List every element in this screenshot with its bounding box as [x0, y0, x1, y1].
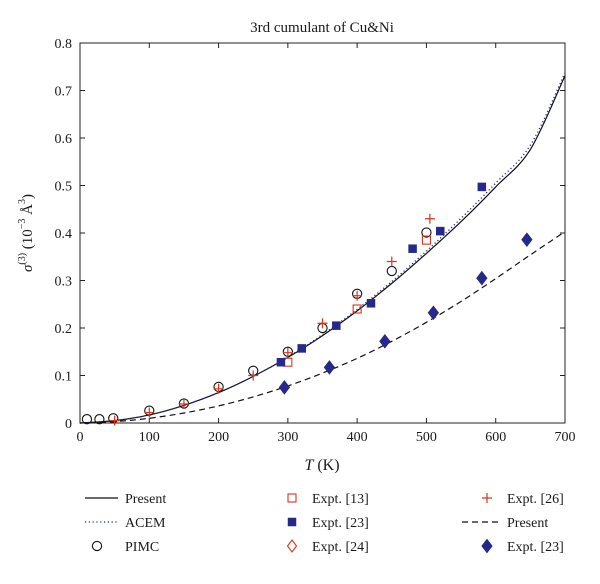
- legend-label: Present: [125, 492, 166, 507]
- legend-swatch-3: [287, 493, 297, 503]
- y-tick-label: 0.6: [55, 132, 73, 147]
- legend-label: Present: [507, 516, 548, 531]
- legend: Present Expt. [13] Expt. [26] ACEM Expt. [23…: [85, 492, 564, 555]
- y-tick-label: 0: [65, 417, 72, 432]
- y-axis-label: σ(3) (10−3 Å3): [17, 194, 36, 272]
- x-tick-label: 300: [277, 430, 298, 445]
- data-point: [352, 290, 363, 301]
- data-point: [421, 227, 432, 238]
- chart-title: 3rd cumulant of Cu&Ni: [250, 20, 394, 36]
- legend-swatch-5: [286, 539, 298, 553]
- data-point: [477, 182, 487, 192]
- x-tick-label: 100: [139, 430, 160, 445]
- legend-swatch-4: [287, 517, 297, 527]
- data-point: [386, 265, 397, 277]
- x-tick-label: 500: [416, 430, 437, 445]
- legend-label: Expt. [23]: [507, 540, 564, 555]
- data-point: [421, 235, 431, 245]
- data-point: [282, 347, 293, 358]
- x-tick-label: 600: [485, 430, 506, 445]
- data-point: [94, 414, 105, 425]
- y-tick-label: 0.2: [55, 322, 73, 337]
- data-point: [213, 383, 224, 394]
- data-point: [366, 299, 376, 308]
- data-point: [323, 360, 336, 375]
- legend-label: Expt. [26]: [507, 492, 564, 507]
- data-point: [278, 380, 291, 395]
- series-line-1: [79, 72, 566, 424]
- data-point: [379, 333, 391, 349]
- legend-label: Expt. [13]: [312, 492, 369, 507]
- data-point: [109, 415, 120, 426]
- series-line-0: [79, 75, 566, 424]
- y-tick-label: 0.8: [55, 37, 73, 52]
- x-tick-label: 400: [347, 430, 368, 445]
- x-axis-label: T (K): [304, 457, 339, 474]
- data-point: [81, 414, 93, 425]
- legend-swatch-2: [91, 540, 103, 552]
- data-point: [297, 344, 306, 353]
- data-point: [436, 226, 445, 236]
- data-point: [408, 244, 417, 253]
- data-point: [248, 370, 259, 381]
- data-point: [476, 270, 488, 286]
- y-tick-label: 0.7: [55, 85, 73, 100]
- legend-label: Expt. [23]: [312, 516, 369, 531]
- legend-swatch-8: [481, 538, 493, 554]
- x-tick-label: 700: [555, 430, 576, 445]
- y-tick-label: 0.4: [55, 227, 73, 242]
- y-tick-label: 0.5: [55, 180, 73, 195]
- legend-label: Expt. [24]: [312, 540, 369, 555]
- data-point: [424, 213, 435, 224]
- marker-layer: [81, 182, 533, 426]
- data-point: [276, 357, 286, 367]
- legend-label: ACEM: [125, 516, 166, 531]
- data-point: [317, 318, 328, 329]
- data-point: [386, 256, 397, 267]
- data-point: [332, 321, 341, 330]
- y-axis: 0 0.1 0.2 0.3 0.4 0.5 0.6 0.7 0.8: [55, 37, 565, 432]
- data-point: [352, 304, 362, 314]
- x-tick-label: 0: [77, 430, 84, 445]
- plot-frame: [79, 42, 566, 424]
- y-tick-label: 0.1: [55, 370, 73, 385]
- data-point: [108, 413, 119, 424]
- y-tick-label: 0.3: [55, 275, 73, 290]
- curve-layer: [79, 72, 566, 424]
- data-point: [178, 399, 189, 409]
- data-point: [144, 407, 155, 418]
- x-tick-label: 200: [208, 430, 229, 445]
- data-point: [521, 232, 533, 247]
- x-axis: 0 100 200 300 400 500 600 700: [77, 43, 576, 445]
- legend-swatch-6: [482, 493, 492, 503]
- data-point: [427, 305, 439, 321]
- legend-label: PIMC: [125, 540, 159, 555]
- series-line-7: [79, 231, 566, 424]
